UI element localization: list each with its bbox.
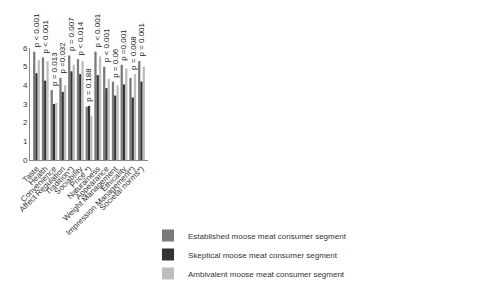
svg-text:2: 2 bbox=[23, 118, 28, 127]
svg-text:Weight Management: Weight Management bbox=[61, 164, 120, 223]
svg-text:Impression Management*): Impression Management*) bbox=[64, 164, 137, 237]
svg-text:p = 0.013: p = 0.013 bbox=[50, 52, 59, 86]
svg-text:Taste: Taste bbox=[21, 164, 41, 184]
svg-text:p < 0.001: p < 0.001 bbox=[93, 13, 102, 47]
svg-text:5: 5 bbox=[23, 62, 28, 71]
svg-text:p = 0.06: p = 0.06 bbox=[111, 48, 120, 78]
svg-text:p < 0.001: p < 0.001 bbox=[41, 19, 50, 53]
svg-text:6: 6 bbox=[23, 44, 28, 53]
svg-text:Price *): Price *) bbox=[68, 164, 93, 189]
svg-text:p < 0.001: p < 0.001 bbox=[102, 28, 111, 62]
svg-text:Sociability: Sociability bbox=[53, 164, 85, 196]
svg-text:Health: Health bbox=[27, 164, 50, 187]
svg-text:0: 0 bbox=[23, 156, 28, 165]
svg-text:Ethicality: Ethicality bbox=[99, 164, 128, 193]
svg-text:Societal norms*): Societal norms*) bbox=[98, 164, 146, 212]
svg-text:p = 0.188: p = 0.188 bbox=[84, 68, 93, 102]
svg-text:p =0.001: p =0.001 bbox=[119, 29, 128, 61]
svg-text:p = 0.001: p = 0.001 bbox=[137, 22, 146, 56]
svg-text:Established moose meat consume: Established moose meat consumer segment bbox=[188, 232, 347, 241]
svg-text:Skeptical moose meat consumer: Skeptical moose meat consumer segment bbox=[188, 251, 338, 260]
svg-text:p = 0.007: p = 0.007 bbox=[67, 17, 76, 51]
svg-text:3: 3 bbox=[23, 100, 28, 109]
svg-text:Appearance: Appearance bbox=[74, 164, 111, 201]
svg-text:Affect Regulation: Affect Regulation bbox=[18, 164, 67, 213]
svg-text:Naturalness: Naturalness bbox=[65, 164, 102, 201]
svg-text:p < 0.014: p < 0.014 bbox=[76, 21, 85, 55]
svg-text:p = 0.008: p = 0.008 bbox=[129, 36, 138, 70]
svg-text:p =0.032: p =0.032 bbox=[58, 42, 67, 74]
svg-text:p < 0.001: p < 0.001 bbox=[32, 13, 41, 47]
svg-text:Ambivalent moose meat consumer: Ambivalent moose meat consumer segment bbox=[188, 270, 345, 279]
svg-text:Tradition*): Tradition*) bbox=[43, 164, 75, 196]
svg-text:1: 1 bbox=[23, 137, 28, 146]
svg-text:Convenience: Convenience bbox=[19, 164, 59, 204]
svg-text:4: 4 bbox=[23, 81, 28, 90]
